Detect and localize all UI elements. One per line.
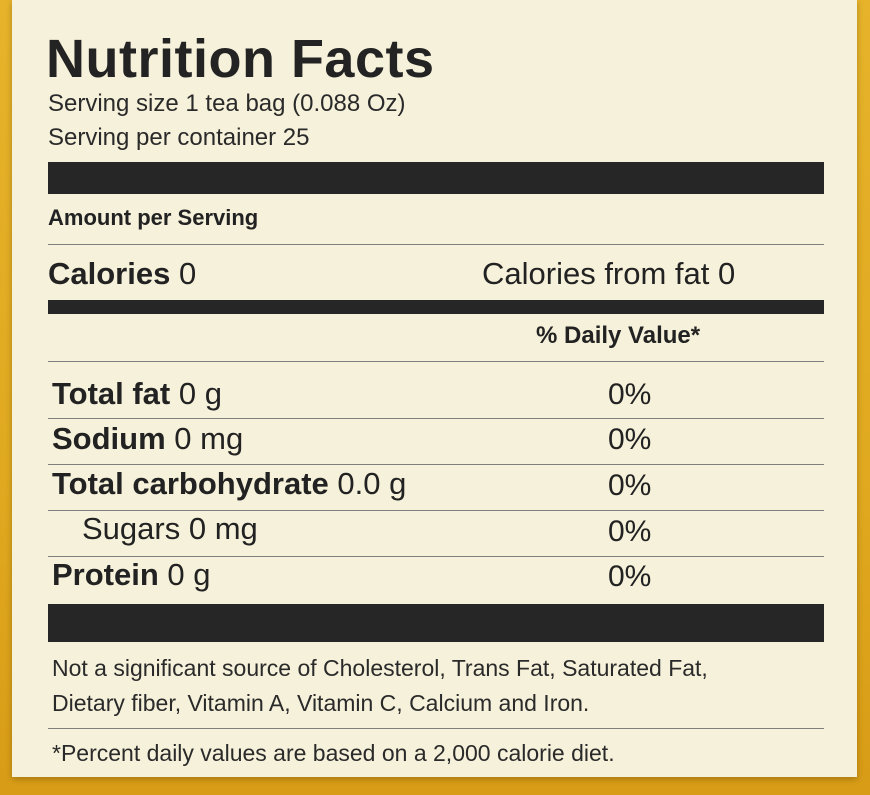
nutrient-amount: 0 mg (188, 511, 258, 546)
divider (48, 556, 824, 557)
nutrient-dv: 0% (608, 469, 652, 502)
nutrient-amount: 0 g (167, 557, 211, 592)
divider (48, 418, 824, 419)
divider (48, 244, 824, 245)
calories-value: 0 (178, 256, 197, 291)
nutrient-row: Total fat 0 g (52, 376, 222, 412)
calories-label: Calories (48, 256, 171, 291)
daily-value-header: % Daily Value* (536, 322, 701, 349)
medium-divider (48, 300, 824, 314)
nutrient-dv: 0% (608, 560, 652, 593)
label-title: Nutrition Facts (46, 29, 435, 89)
footnote-line: Dietary fiber, Vitamin A, Vitamin C, Cal… (52, 690, 590, 716)
servings-per-container: Serving per container 25 (48, 124, 310, 151)
thick-divider-top (48, 162, 824, 194)
footnote-line: Not a significant source of Cholesterol,… (52, 655, 708, 681)
nutrient-label: Total fat (52, 376, 171, 411)
nutrient-label: Sugars (82, 511, 181, 546)
divider (48, 361, 824, 362)
divider (48, 464, 824, 465)
calories-from-fat: Calories from fat 0 (482, 256, 736, 291)
nutrient-dv: 0% (608, 423, 652, 456)
nutrient-label: Sodium (52, 421, 166, 456)
nutrient-row: Sodium 0 mg (52, 421, 243, 457)
daily-value-footnote: *Percent daily values are based on a 2,0… (52, 740, 615, 766)
thick-divider-bottom (48, 604, 824, 642)
serving-size: Serving size 1 tea bag (0.088 Oz) (48, 90, 406, 117)
nutrient-label: Total carbohydrate (52, 466, 329, 501)
nutrient-dv: 0% (608, 515, 652, 548)
calories-row: Calories 0 (48, 256, 196, 292)
nutrient-row-sub: Sugars 0 mg (82, 511, 258, 547)
nutrient-row: Total carbohydrate 0.0 g (52, 466, 406, 502)
divider (48, 728, 824, 729)
nutrient-label: Protein (52, 557, 159, 592)
nutrient-dv: 0% (608, 378, 652, 411)
nutrition-label: Nutrition Facts Serving size 1 tea bag (… (12, 0, 857, 777)
nutrient-amount: 0.0 g (337, 466, 407, 501)
divider (48, 510, 824, 511)
amount-per-serving: Amount per Serving (48, 205, 259, 230)
nutrient-row: Protein 0 g (52, 557, 211, 593)
nutrient-amount: 0 mg (174, 421, 244, 456)
nutrient-amount: 0 g (178, 376, 222, 411)
